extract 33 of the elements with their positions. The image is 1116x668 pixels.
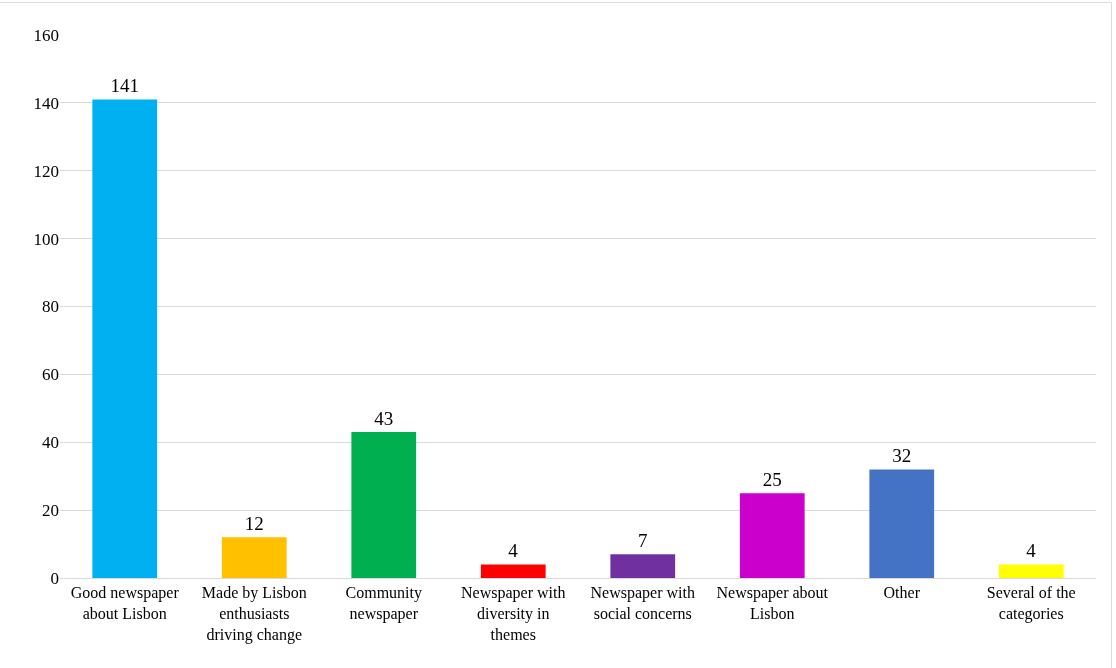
x-tick-label: Newspaper about Lisbon: [716, 584, 829, 622]
data-label: 43: [374, 408, 394, 430]
x-tick-label: Other: [883, 584, 921, 602]
bar: [480, 564, 546, 578]
x-tick-label: Good newspaper about Lisbon: [70, 584, 180, 622]
bar: [221, 537, 287, 578]
bar: [998, 564, 1064, 578]
bar: [92, 99, 158, 578]
data-label: 25: [762, 469, 782, 491]
data-label: 4: [508, 540, 519, 562]
data-label: 7: [638, 530, 648, 552]
bar: [869, 469, 935, 578]
x-tick-label: Newspaper with diversity in themes: [461, 584, 566, 643]
bar: [351, 432, 417, 578]
y-tick-label: 140: [33, 93, 59, 113]
y-tick-label: 120: [33, 161, 59, 181]
y-tick-label: 0: [50, 568, 59, 588]
x-tick-label: Newspaper with social concerns: [590, 584, 695, 622]
bar: [610, 554, 676, 578]
y-tick-label: 160: [33, 25, 59, 45]
y-tick-label: 100: [33, 229, 59, 249]
data-label: 32: [892, 445, 912, 467]
data-label: 141: [110, 75, 140, 97]
data-label: 12: [244, 513, 264, 535]
x-tick-label: Community newspaper: [345, 584, 422, 623]
y-tick-label: 80: [42, 297, 59, 317]
y-tick-label: 40: [42, 433, 59, 453]
x-tick-label: Several of the categories: [986, 584, 1076, 623]
bar: [739, 493, 805, 578]
data-label: 4: [1026, 540, 1037, 562]
y-tick-label: 60: [42, 365, 59, 385]
y-tick-label: 20: [42, 501, 59, 521]
x-tick-label: Made by Lisbon enthusiasts driving change: [201, 584, 307, 644]
